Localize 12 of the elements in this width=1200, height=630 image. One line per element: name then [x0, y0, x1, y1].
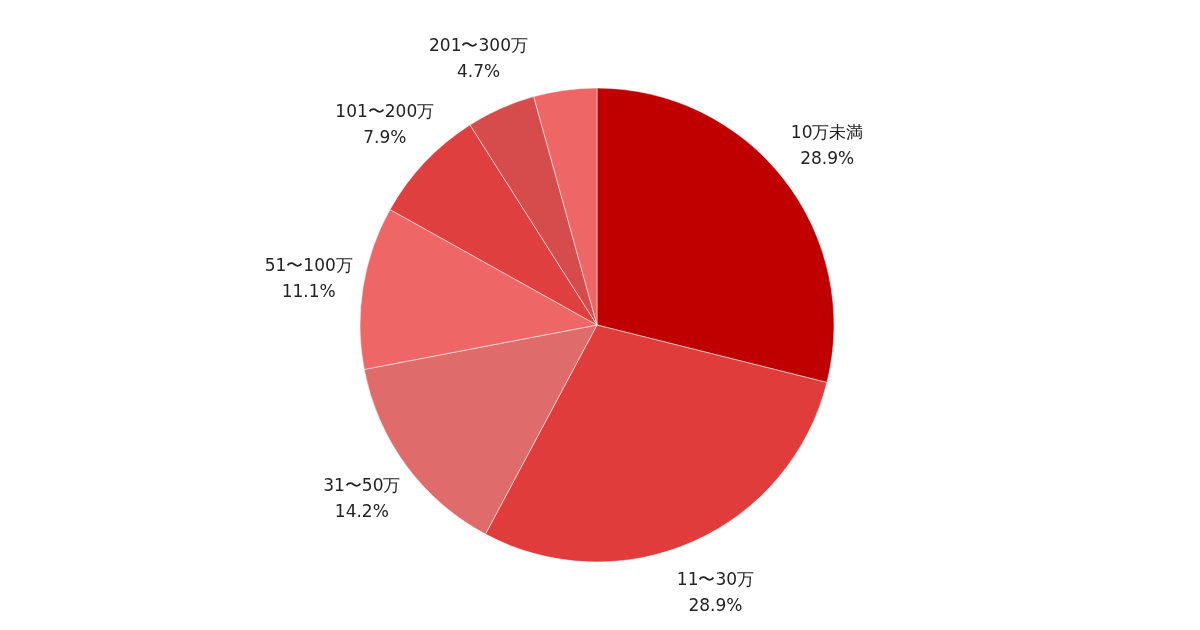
slice-label: 10万未満: [790, 122, 864, 143]
data-label: 14.2%: [334, 501, 389, 522]
data-label: 4.7%: [456, 61, 501, 82]
data-label: 28.9%: [688, 594, 743, 615]
slice-label: 101〜200万: [335, 101, 435, 122]
data-label: 7.9%: [363, 127, 407, 148]
data-label: 11.1%: [281, 281, 336, 302]
slice-label: 201〜300万: [429, 35, 528, 56]
slice-label: 31〜50万: [323, 475, 401, 496]
data-label: 28.9%: [800, 148, 855, 169]
slice-label: 51〜100万: [264, 255, 353, 276]
slice-label: 11〜30万: [676, 568, 755, 589]
